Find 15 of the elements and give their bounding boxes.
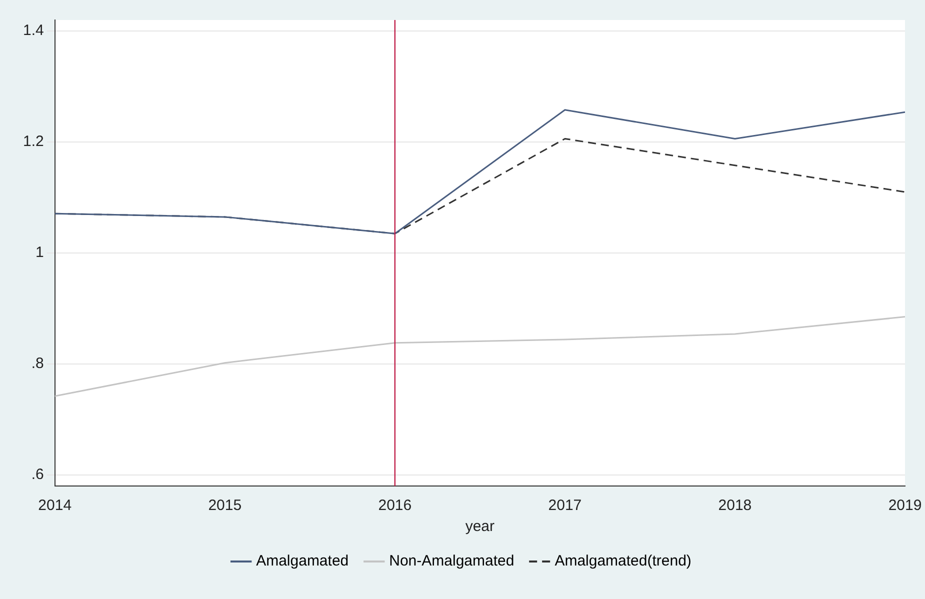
x-tick-label: 2018 <box>718 497 752 514</box>
legend-label: Non-Amalgamated <box>389 552 514 570</box>
x-axis-title: year <box>465 518 495 536</box>
legend-label: Amalgamated <box>256 552 349 570</box>
y-tick-label: .8 <box>31 355 44 372</box>
x-tick-label: 2016 <box>378 497 412 514</box>
y-tick-label: 1 <box>36 244 44 262</box>
x-tick-label: 2014 <box>38 497 72 514</box>
x-tick-label: 2017 <box>548 497 582 514</box>
legend-label: Amalgamated(trend) <box>554 552 692 570</box>
x-tick-label: 2015 <box>208 497 242 514</box>
y-tick-label: 1.4 <box>22 22 44 40</box>
x-tick-label: 2019 <box>888 497 922 514</box>
y-tick-label: 1.2 <box>22 133 44 150</box>
y-tick-label: .6 <box>31 466 44 484</box>
